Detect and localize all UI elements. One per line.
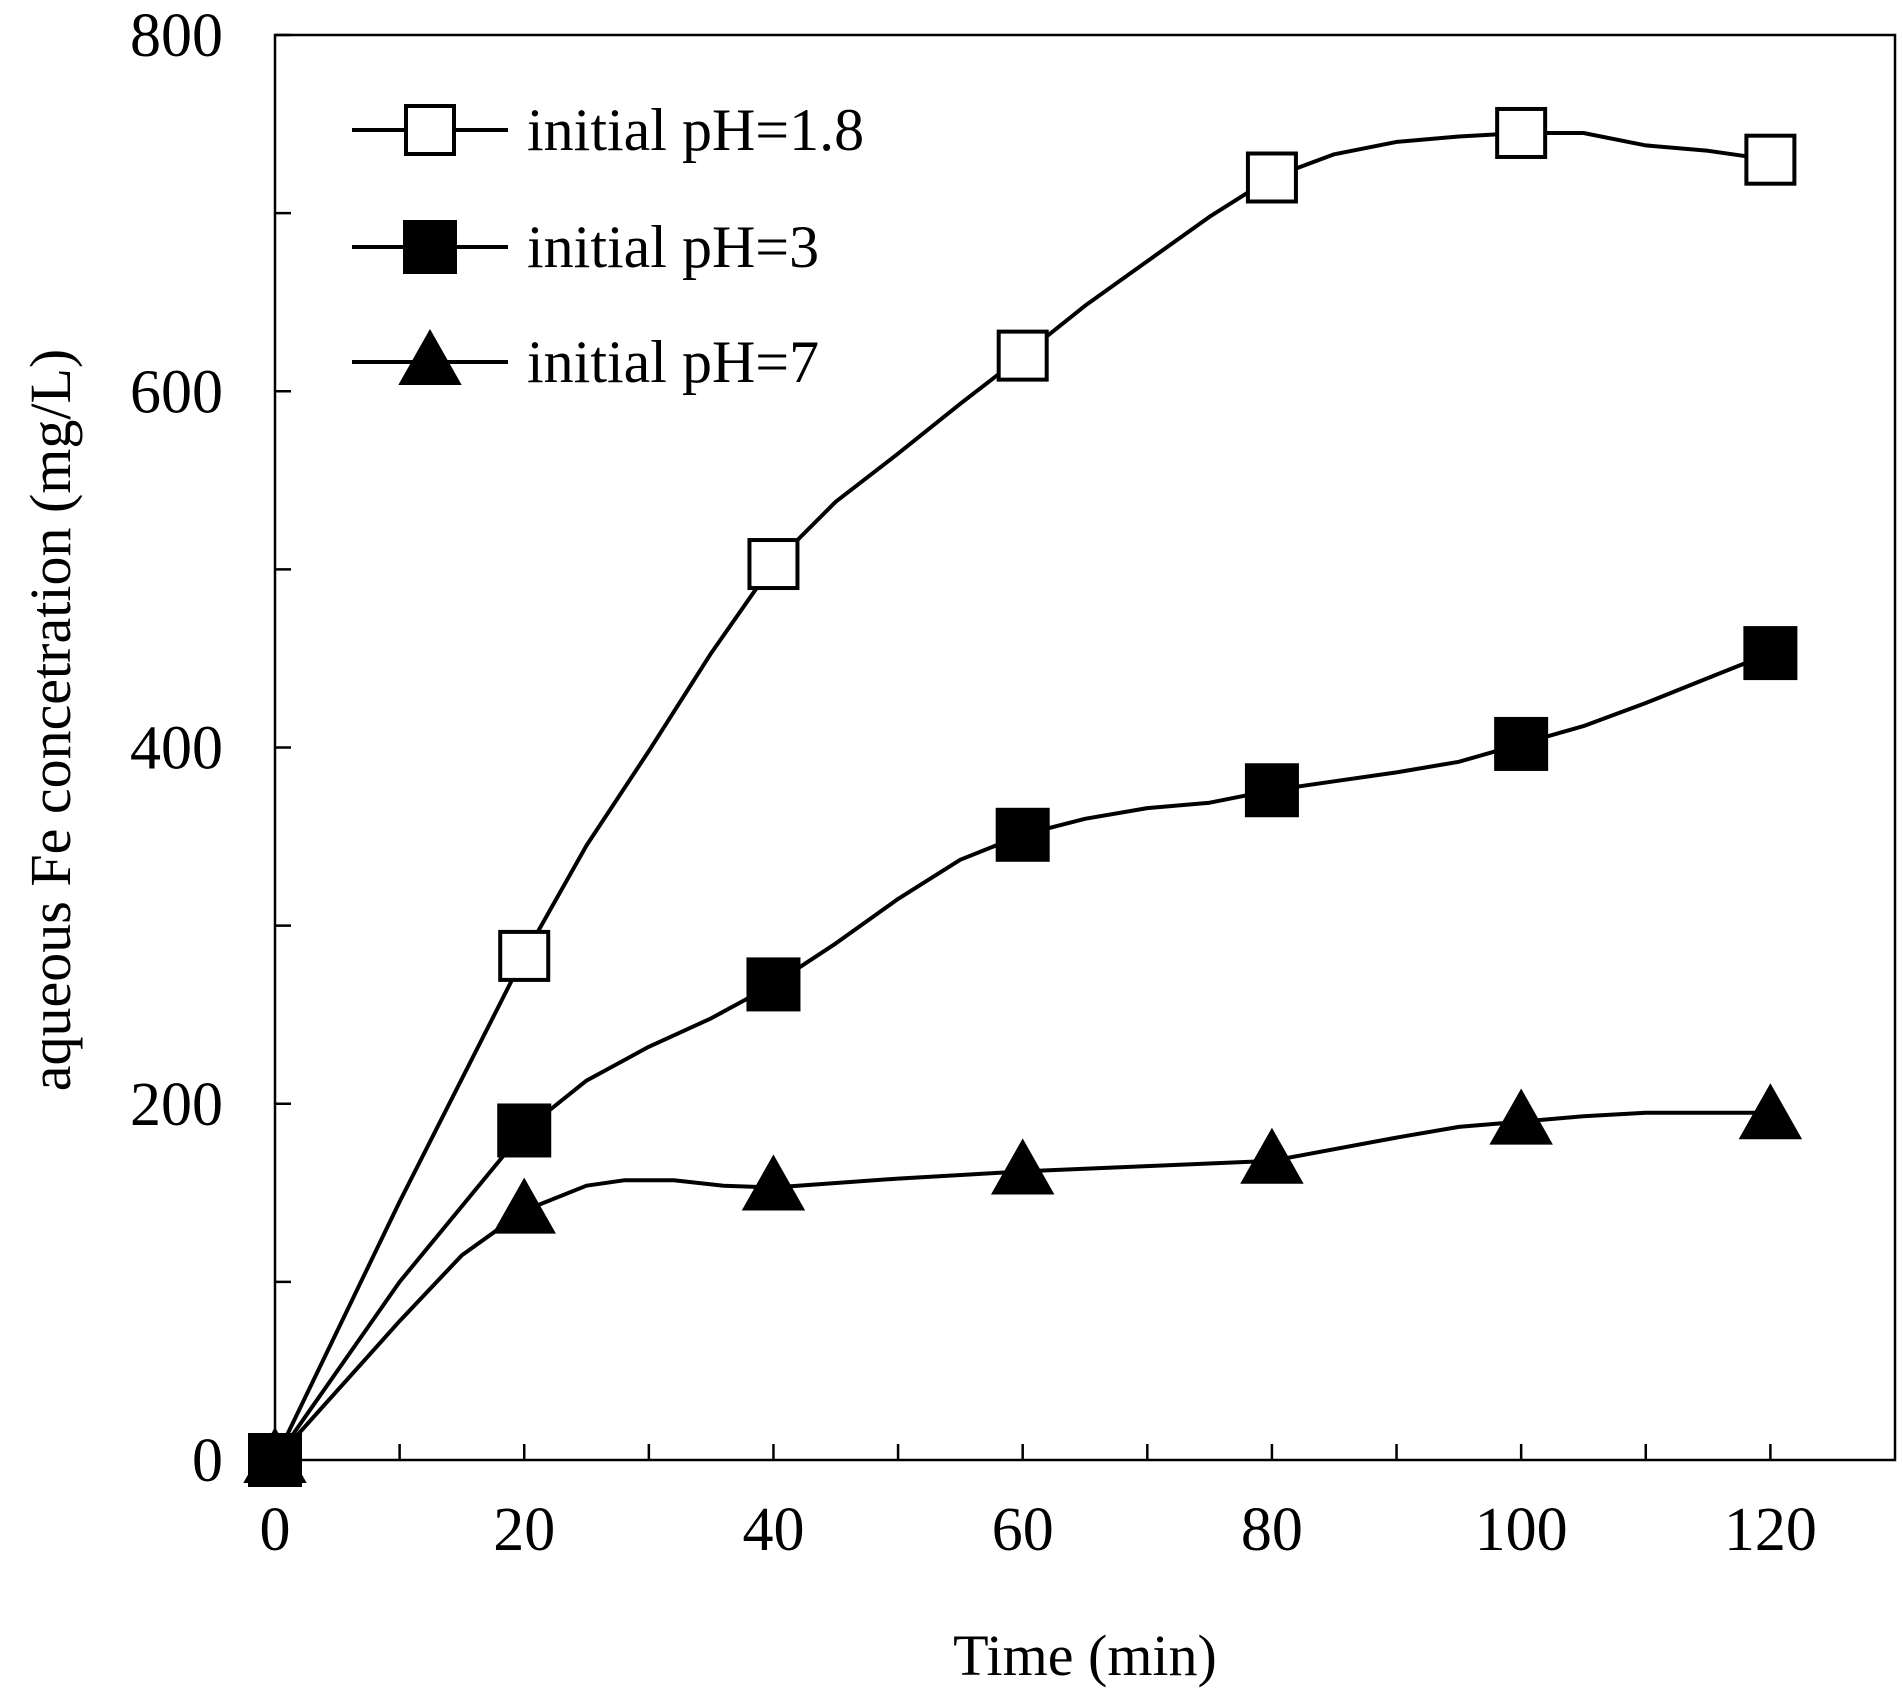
series-2-point	[1494, 716, 1549, 771]
series-1-point	[1495, 106, 1548, 159]
series-3-point	[492, 1177, 556, 1234]
series-2-point	[497, 1103, 552, 1158]
series-1-point	[1744, 133, 1797, 186]
legend-label-3: initial pH=7	[527, 329, 819, 395]
y-tick-label: 200	[130, 1071, 223, 1139]
x-tick-label: 20	[493, 1496, 555, 1564]
series-2-point	[1743, 626, 1798, 681]
legend-label-2: initial pH=3	[527, 214, 819, 280]
y-tick-label: 600	[130, 358, 223, 426]
y-tick-label: 400	[130, 715, 223, 783]
y-tick-label: 0	[192, 1427, 223, 1495]
legend-marker-3	[398, 328, 462, 385]
plot-area	[273, 33, 1897, 1462]
series-3-point	[243, 1426, 307, 1483]
legend-marker-1	[404, 104, 456, 156]
x-axis-title: Time (min)	[953, 1623, 1217, 1688]
series-layer	[243, 106, 1803, 1487]
series-1-point	[996, 329, 1049, 382]
y-axis-title: aqueous Fe concetration (mg/L)	[18, 349, 83, 1091]
x-tick-label: 100	[1475, 1496, 1568, 1564]
x-tick-label: 80	[1241, 1496, 1303, 1564]
series-2-point	[746, 957, 801, 1012]
axis-tick-labels: 0 20 40 60 80 100 120 0 200 400 600 800	[130, 2, 1817, 1564]
series-1-point	[1245, 151, 1298, 204]
y-tick-label: 800	[130, 2, 223, 70]
x-tick-label: 120	[1724, 1496, 1817, 1564]
legend: initial pH=1.8 initial pH=3 initial pH=7	[352, 97, 864, 395]
series-3-point	[741, 1154, 806, 1211]
series-1-point	[498, 929, 551, 982]
series-3-point	[990, 1138, 1055, 1195]
series-3-point	[1489, 1088, 1553, 1145]
legend-marker-2	[403, 220, 457, 274]
x-tick-label: 40	[742, 1496, 804, 1564]
series-2-point	[995, 807, 1050, 862]
series-1-point	[747, 538, 800, 591]
x-tick-label: 60	[992, 1496, 1054, 1564]
series-3-point	[1738, 1083, 1803, 1140]
legend-label-1: initial pH=1.8	[527, 97, 864, 163]
series-2-point	[1244, 763, 1299, 818]
x-tick-label: 0	[260, 1496, 291, 1564]
series-3-point	[1240, 1127, 1304, 1184]
